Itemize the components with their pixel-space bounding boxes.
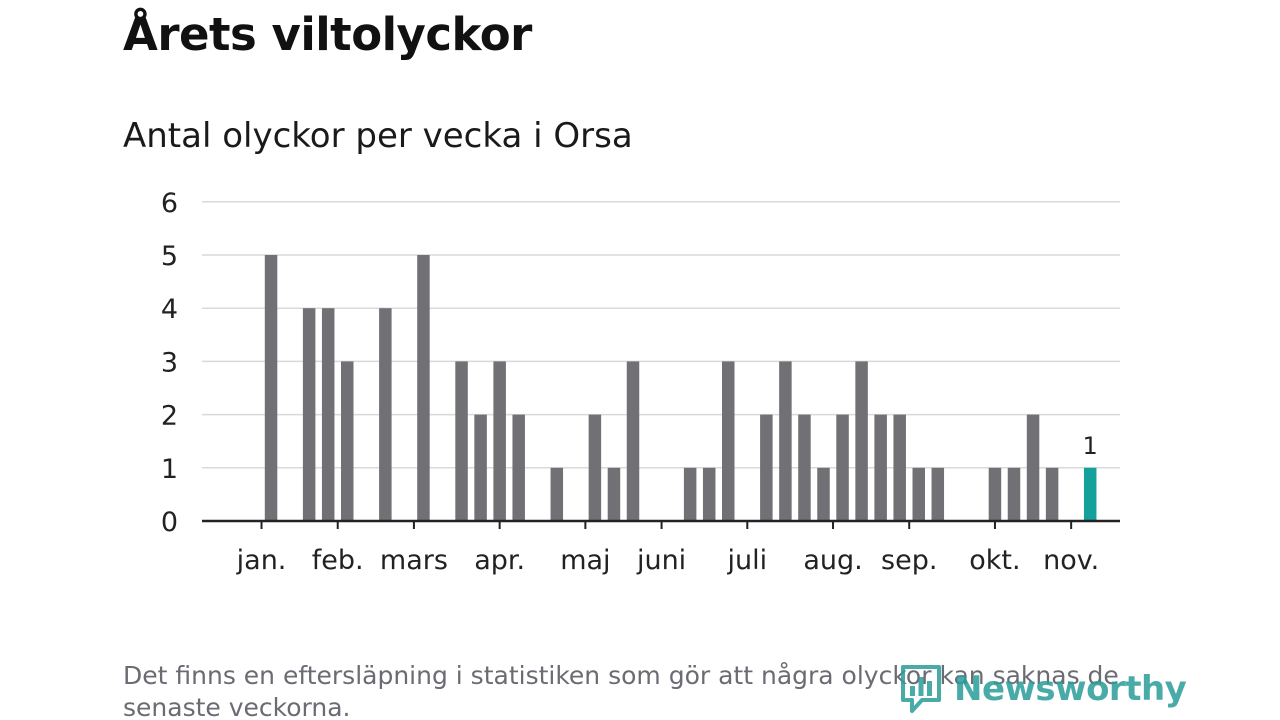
bar (1045, 467, 1059, 521)
bar (264, 255, 278, 521)
bar (321, 308, 335, 521)
x-tick-label: jan. (236, 545, 287, 576)
bar (988, 467, 1002, 521)
bar (893, 414, 906, 521)
x-tick-label: juli (726, 545, 767, 576)
chart-subtitle: Antal olyckor per vecka i Orsa (123, 116, 633, 156)
bar (912, 467, 925, 521)
y-tick-label: 2 (161, 401, 178, 432)
x-tick-label: aug. (803, 545, 862, 576)
bar (1007, 467, 1021, 521)
x-tick-label: apr. (474, 545, 525, 576)
bar (798, 414, 811, 521)
bar (702, 467, 716, 521)
bar (836, 414, 849, 521)
bar (588, 414, 602, 521)
bar (341, 361, 354, 521)
y-tick-label: 1 (161, 454, 178, 485)
bar (626, 361, 640, 521)
bar (779, 361, 792, 521)
bar (874, 414, 887, 521)
bar (855, 361, 868, 521)
newsworthy-logo: Newsworthy (900, 664, 1187, 714)
bar (931, 467, 945, 521)
y-tick-label: 5 (161, 241, 178, 272)
bar (722, 361, 735, 521)
y-tick-label: 3 (161, 347, 178, 378)
bar (379, 308, 392, 521)
x-tick-label: okt. (969, 545, 1020, 576)
y-tick-label: 4 (161, 294, 178, 325)
newsworthy-logo-icon (901, 665, 941, 713)
bar-chart: 0 1 2 3 4 5 6 1 jan. feb. mars apr. maj juni juli aug. s… (161, 188, 1120, 576)
y-tick-label: 0 (161, 507, 178, 538)
bar (493, 361, 506, 521)
data-label: 1 (1083, 432, 1098, 460)
y-tick-label: 6 (161, 188, 178, 219)
bar-highlight (1083, 467, 1097, 521)
bar (455, 361, 468, 521)
bar (302, 308, 316, 521)
bar (817, 467, 830, 521)
bar (474, 414, 487, 521)
x-tick-label: juni (636, 545, 686, 576)
x-tick-label: mars (380, 545, 448, 576)
x-tick-label: sep. (881, 545, 937, 576)
bar (607, 467, 621, 521)
x-tick-label: nov. (1043, 545, 1099, 576)
x-tick-label: maj (560, 545, 610, 576)
bar (760, 414, 773, 521)
bar (417, 255, 430, 521)
page-title: Årets viltolyckor (123, 8, 532, 61)
footnote: Det finns en eftersläpning i statistiken… (123, 661, 1119, 720)
bar (683, 467, 697, 521)
x-tick-label: feb. (312, 545, 364, 576)
bar (512, 414, 525, 521)
bar (550, 467, 564, 521)
bar (1026, 414, 1040, 521)
newsworthy-logo-text: Newsworthy (954, 669, 1187, 709)
